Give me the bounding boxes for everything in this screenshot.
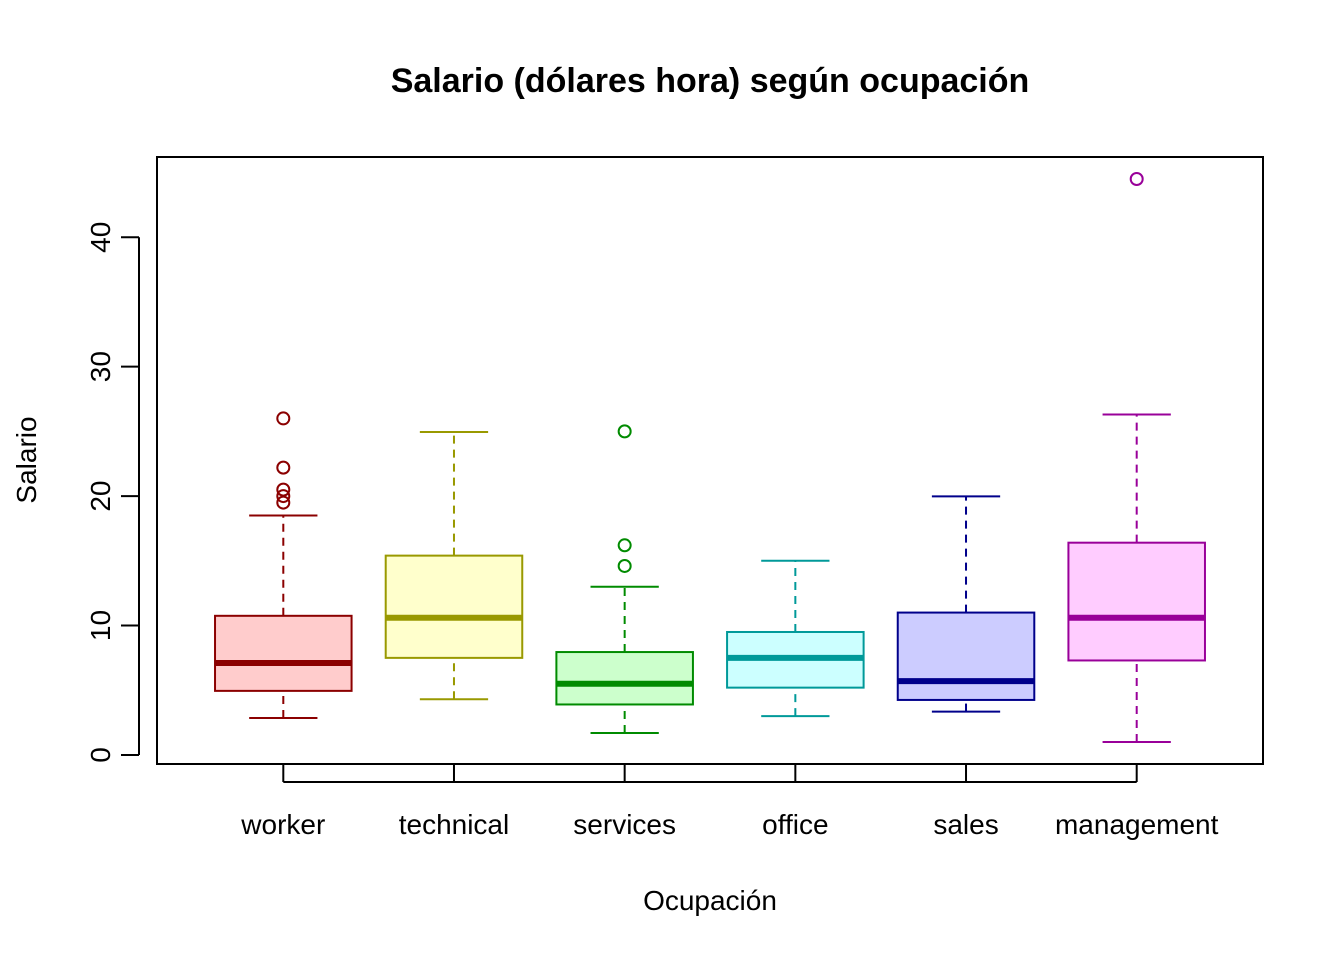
iqr-box-worker [214,614,353,692]
iqr-box-management [1067,541,1206,662]
box-sales [896,495,1036,713]
y-axis-label: Salario [11,416,42,503]
iqr-box-sales [896,611,1036,701]
y-axis: 0 10 20 30 40 [85,222,140,763]
y-tick-label-40: 40 [85,222,116,253]
box-services [555,424,694,734]
outlier-management-0 [1129,172,1144,187]
y-tick-label-10: 10 [85,610,116,641]
box-office [726,559,865,718]
x-tick-label-sales: sales [933,809,998,840]
iqr-box-services [555,651,694,706]
x-tick-label-worker: worker [240,809,325,840]
x-axis-label: Ocupación [643,885,777,916]
iqr-box-technical [384,554,524,659]
box-management [1067,172,1206,743]
y-tick-label-0: 0 [85,747,116,763]
outlier-worker-4 [276,411,291,426]
outlier-worker-3 [276,460,291,475]
chart-title: Salario (dólares hora) según ocupación [391,62,1030,100]
x-tick-label-services: services [573,809,676,840]
boxes-group [214,172,1206,743]
box-worker [214,411,353,720]
plot-frame [156,156,1264,765]
outlier-services-0 [617,558,632,573]
x-tick-label-office: office [762,809,828,840]
outlier-services-2 [617,424,632,439]
x-axis: worker technical services office sales manage… [240,764,1219,840]
x-tick-label-technical: technical [399,809,510,840]
outlier-services-1 [617,538,632,553]
outlier-worker-1 [276,489,291,504]
y-tick-label-30: 30 [85,351,116,382]
outlier-worker-2 [276,482,291,497]
y-tick-label-20: 20 [85,481,116,512]
box-technical [384,431,524,701]
x-tick-label-management: management [1055,809,1219,840]
